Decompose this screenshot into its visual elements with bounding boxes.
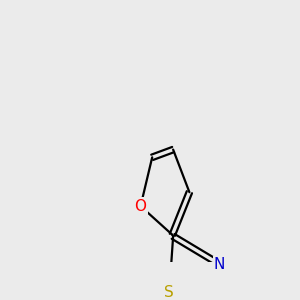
Text: S: S [164,285,174,300]
Text: O: O [135,199,147,214]
Text: N: N [214,257,225,272]
